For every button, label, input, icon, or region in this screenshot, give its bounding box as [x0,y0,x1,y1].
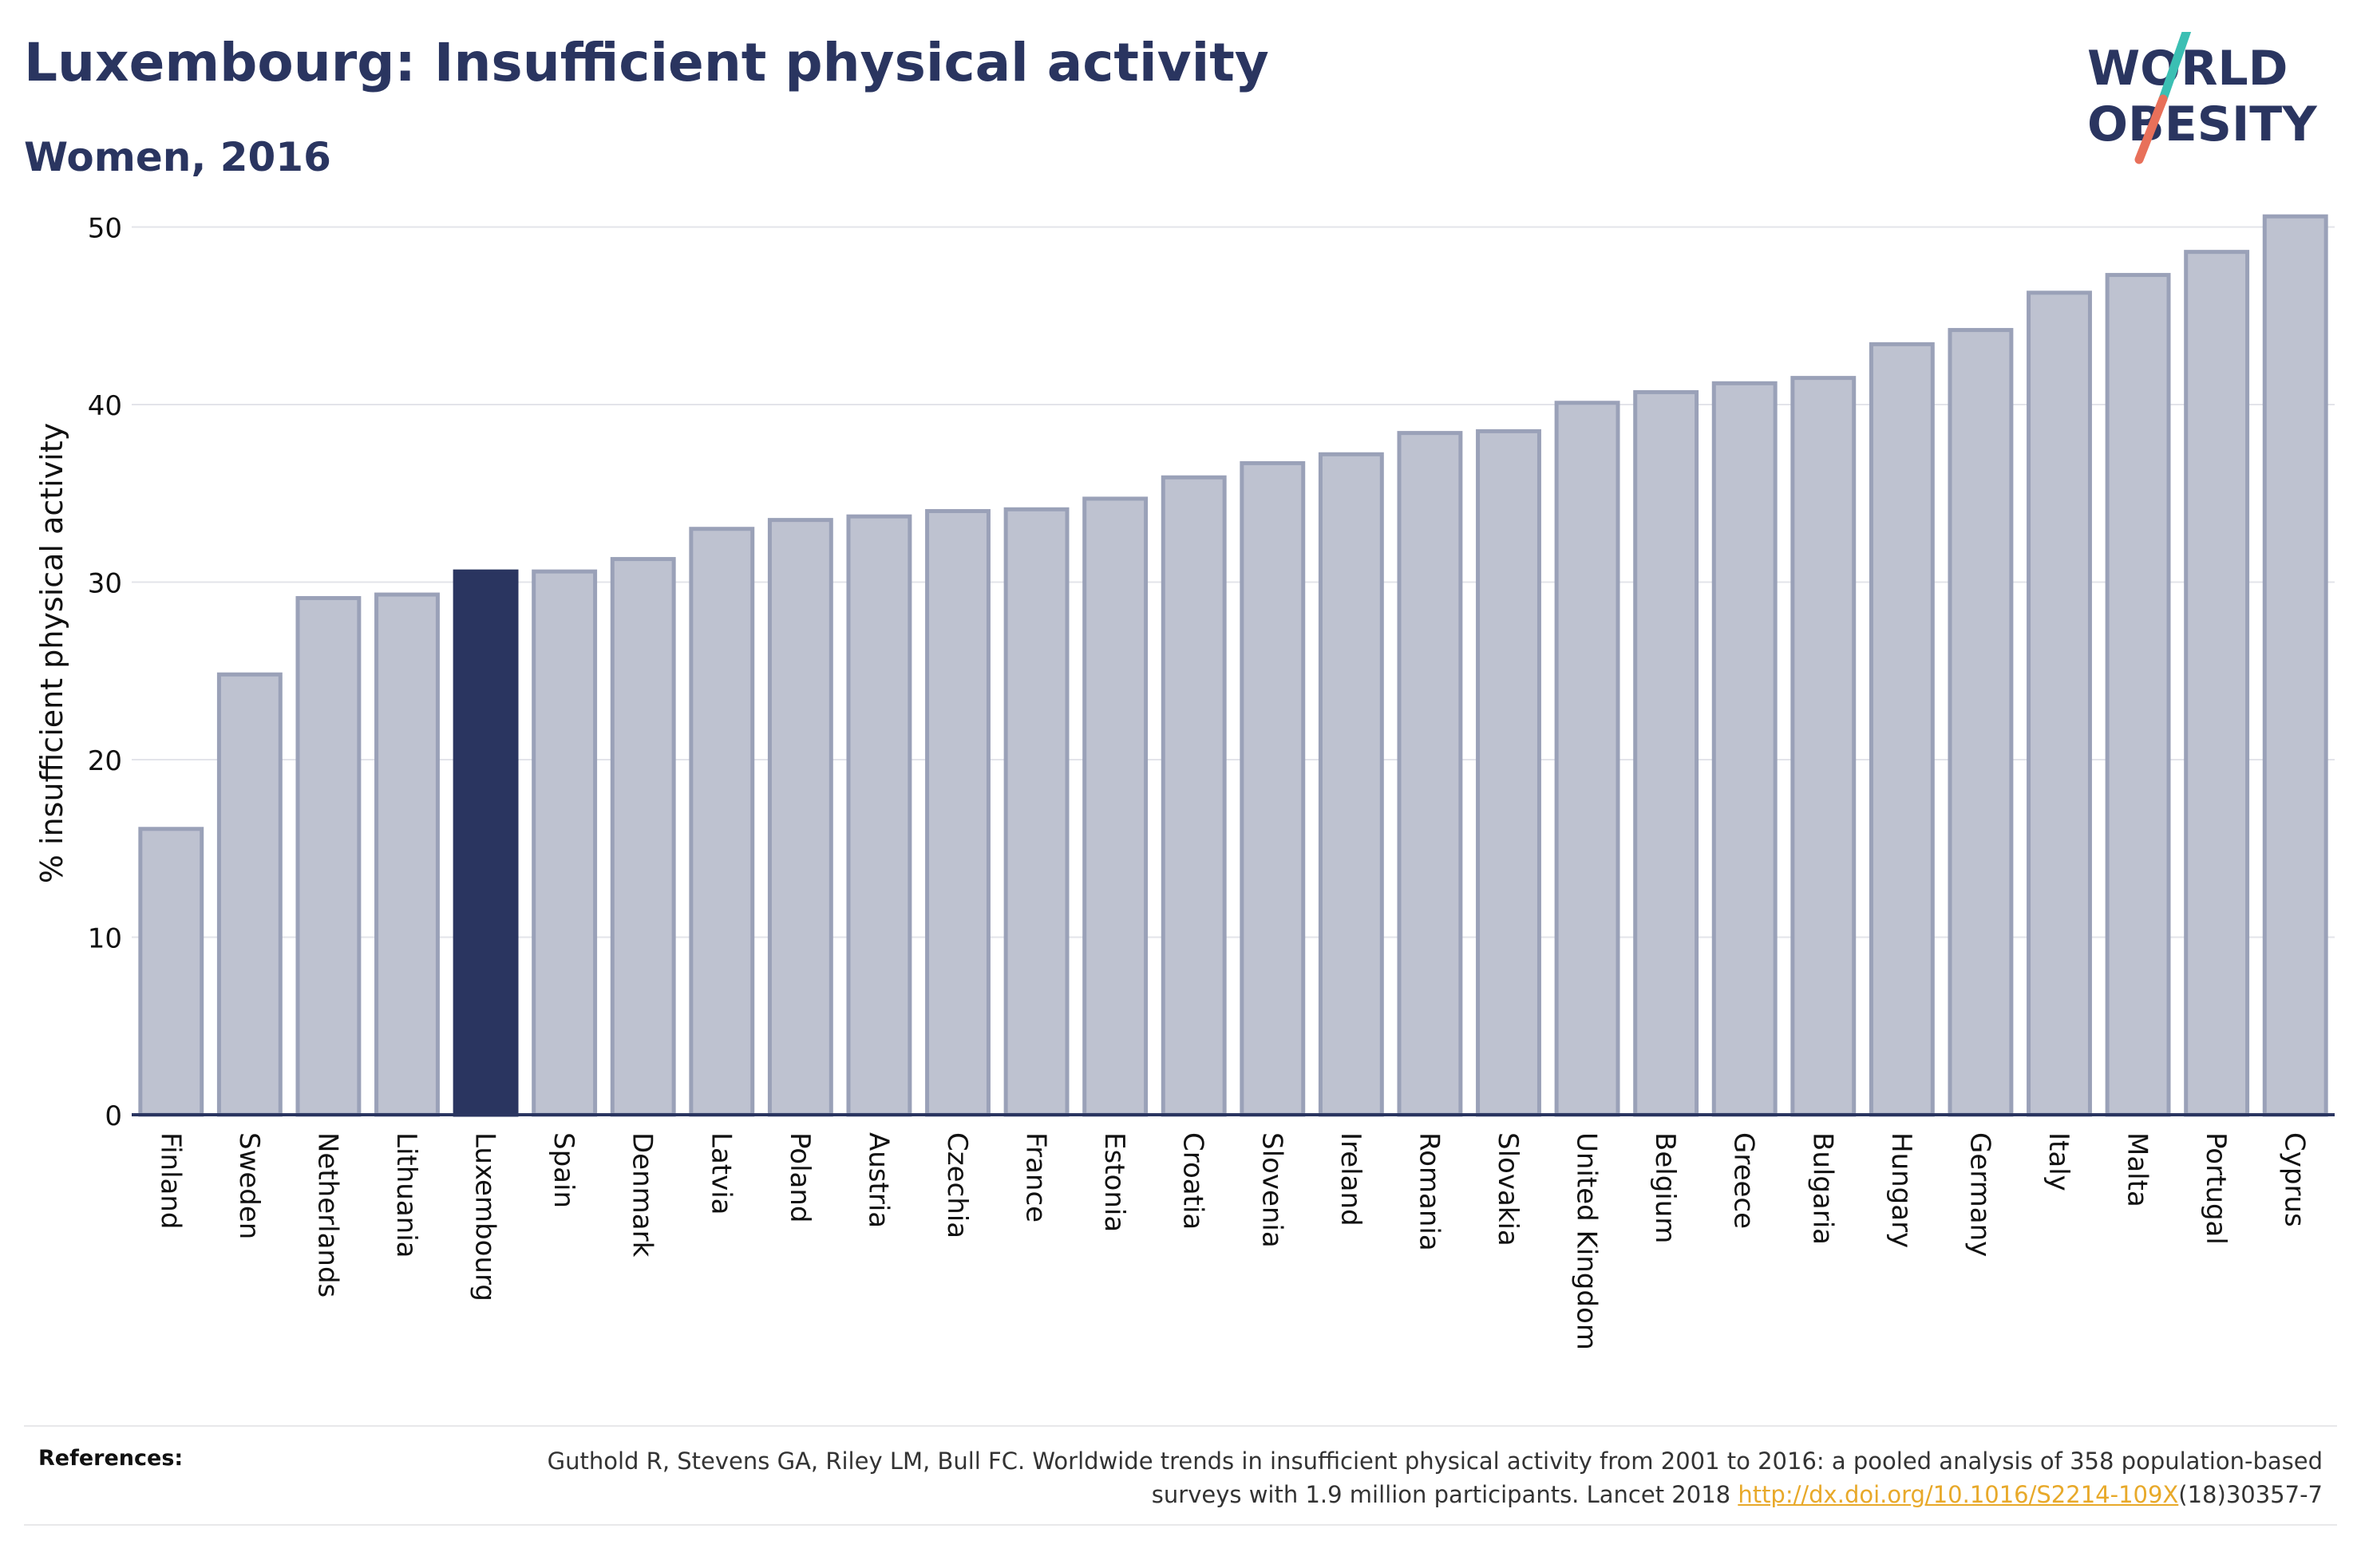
references-label: References: [38,1446,184,1471]
x-tick-label: Hungary [1885,1132,1917,1248]
bar [1082,496,1149,1117]
x-tick-label: Poland [784,1132,816,1223]
x-tick-label: Netherlands [311,1132,343,1297]
references-citation-tail: (18)30357-7 [2178,1481,2323,1508]
x-tick-label: Croatia [1177,1132,1209,1230]
logo-slash-coral [2134,94,2168,164]
y-axis-label: % insufficient physical activity [34,423,69,883]
bar [767,518,833,1117]
x-tick-label: Romania [1413,1132,1445,1251]
x-tick-label: Sweden [233,1132,265,1239]
chart-title: Luxembourg: Insufficient physical activi… [24,32,1269,93]
bar [1397,431,1463,1117]
x-tick-label: France [1020,1132,1052,1222]
x-tick-label: Spain [548,1132,579,1208]
bar [1633,389,1699,1117]
bar [1003,507,1070,1117]
x-tick-label: Portugal [2200,1132,2232,1245]
x-tick-label: Luxembourg [469,1132,501,1301]
bar [1790,376,1857,1117]
x-tick-label: Denmark [627,1132,658,1258]
bar [374,592,440,1117]
bar [1318,452,1384,1117]
y-tick-label: 0 [105,1100,122,1132]
x-tick-label: Belgium [1649,1132,1681,1243]
bar [216,672,283,1117]
x-tick-label: Greece [1728,1132,1760,1229]
x-tick-label: Ireland [1335,1132,1366,1226]
bar [532,569,598,1117]
world-obesity-logo: WORLD OBESITY [2087,32,2318,164]
bar [1161,475,1227,1117]
y-tick-label: 20 [88,745,122,777]
bar [2184,250,2250,1117]
bar [2027,290,2092,1117]
x-tick-label: Slovenia [1256,1132,1287,1248]
logo-slash-teal [2158,32,2192,104]
references-text: Guthold R, Stevens GA, Riley LM, Bull FC… [487,1444,2323,1511]
x-tick-label: Estonia [1098,1132,1130,1232]
x-tick-label: Finland [154,1132,186,1230]
bar [1240,460,1306,1117]
y-tick-label: 40 [88,390,122,422]
bar [610,557,676,1117]
x-tick-label: Italy [2043,1132,2074,1191]
bar [846,514,912,1117]
logo-line2: OBESITY [2087,97,2318,152]
x-tick-label: Lithuania [390,1132,422,1258]
bar [295,596,362,1117]
x-tick-label: United Kingdom [1571,1132,1603,1350]
logo-line1: WORLD [2087,41,2288,97]
bar [1711,381,1778,1117]
references-bottom-divider [24,1524,2337,1526]
bar [689,527,755,1117]
bar [1476,429,1541,1117]
chart-subtitle: Women, 2016 [24,134,331,180]
y-tick-label: 10 [88,923,122,955]
bar [138,827,204,1117]
x-tick-label: Austria [862,1132,894,1228]
references-top-divider [24,1425,2337,1427]
x-tick-label: Malta [2122,1132,2153,1207]
bar [2105,273,2171,1117]
y-tick-label: 30 [88,568,122,600]
bar-highlight [453,569,519,1117]
y-tick-label: 50 [88,213,122,245]
x-tick-label: Czechia [941,1132,973,1238]
references-doi-link[interactable]: http://dx.doi.org/10.1016/S2214-109X [1738,1481,2179,1508]
bar [2262,214,2328,1117]
bar [1869,342,1935,1117]
bar [1948,328,2014,1117]
bar [925,509,991,1117]
x-tick-label: Germany [1964,1132,1995,1257]
bar [1554,401,1620,1117]
x-tick-label: Slovakia [1492,1132,1524,1246]
x-tick-label: Cyprus [2279,1132,2311,1227]
x-tick-label: Bulgaria [1806,1132,1838,1245]
references-citation: Guthold R, Stevens GA, Riley LM, Bull FC… [547,1448,2323,1508]
x-tick-label: Latvia [705,1132,737,1215]
